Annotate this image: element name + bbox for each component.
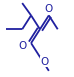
Text: O: O: [40, 57, 49, 67]
Text: O: O: [45, 4, 53, 14]
Text: O: O: [18, 41, 26, 51]
